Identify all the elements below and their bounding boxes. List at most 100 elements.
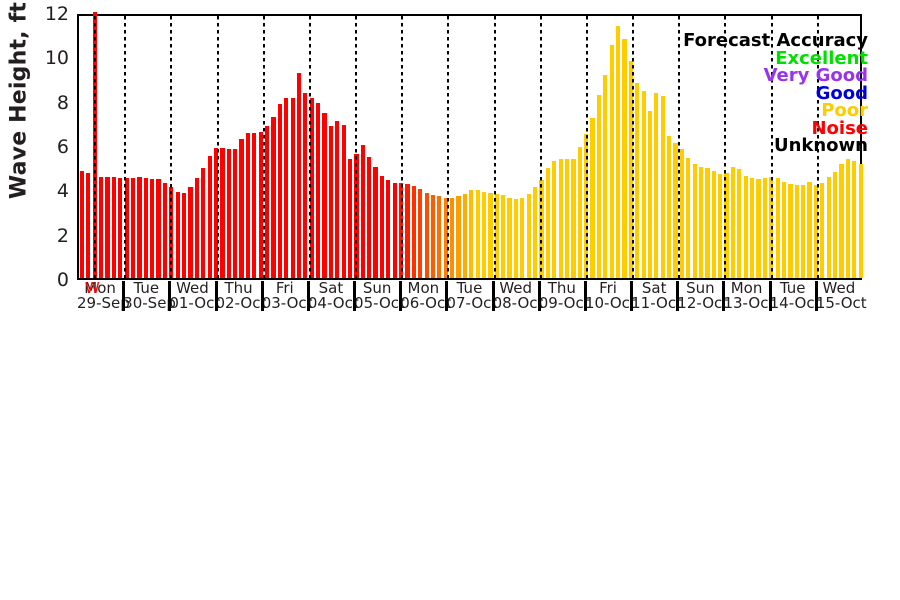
- day-divider: [493, 16, 496, 278]
- bar: [660, 96, 665, 278]
- bar: [398, 182, 404, 278]
- legend: Forecast Accuracy Excellent Very Good Go…: [683, 32, 868, 155]
- x-axis-date: 30-Sep: [123, 294, 176, 312]
- x-axis-day-10-Oct: Fri 10-Oct: [585, 281, 636, 311]
- x-axis-date: 12-Oct: [677, 294, 729, 312]
- x-axis-dayofweek: Mon: [730, 279, 763, 297]
- bar: [615, 26, 621, 278]
- bar: [494, 193, 499, 278]
- bar: [711, 170, 716, 278]
- bar: [545, 168, 550, 278]
- legend-item-poor: Poor: [821, 100, 868, 121]
- bar: [316, 102, 321, 278]
- y-tick-label-0: 0: [56, 269, 69, 291]
- bar: [571, 159, 576, 278]
- day-divider: [355, 16, 358, 278]
- day-divider: [447, 16, 450, 278]
- y-tick-label-6: 6: [56, 136, 69, 158]
- x-axis-date: 01-Oct: [169, 294, 221, 312]
- x-axis-day-12-Oct: Sun 12-Oct: [677, 279, 729, 312]
- bar: [233, 149, 238, 278]
- bar: [105, 177, 110, 278]
- bar: [430, 194, 436, 278]
- bar: [686, 158, 691, 278]
- x-axis-dayofweek: Sat: [641, 279, 667, 297]
- bar: [284, 98, 289, 278]
- bar: [264, 126, 270, 278]
- x-axis-dayofweek: Tue: [779, 279, 806, 297]
- bar: [801, 184, 806, 278]
- day-divider: [170, 16, 173, 278]
- x-axis-dayofweek: Tue: [456, 279, 483, 297]
- bar: [813, 184, 819, 278]
- bar: [156, 179, 161, 278]
- bar: [577, 147, 582, 278]
- x-axis-day-separator: [722, 281, 726, 311]
- x-axis-day-separator: [122, 281, 126, 311]
- bar: [341, 125, 346, 278]
- x-axis-day-07-Oct: Tue 07-Oct: [446, 279, 497, 311]
- bar: [628, 60, 633, 278]
- y-tick-label-2: 2: [56, 224, 69, 247]
- bar: [462, 193, 468, 278]
- bar: [590, 118, 595, 278]
- legend-item-good: Good: [815, 82, 868, 104]
- bar: [743, 176, 748, 278]
- x-axis-day-separator: [306, 281, 310, 311]
- bar: [456, 195, 461, 278]
- bar: [213, 148, 219, 278]
- bar: [679, 149, 684, 278]
- bar: [252, 132, 257, 278]
- bar: [239, 139, 244, 278]
- x-axis-dayofweek: Mon: [407, 279, 440, 297]
- bar: [150, 179, 155, 278]
- y-tick-label-4: 4: [56, 180, 69, 203]
- bar: [137, 177, 142, 278]
- x-axis-date: 11-Oct: [631, 294, 682, 312]
- day-divider: [308, 16, 311, 278]
- bar: [641, 90, 646, 278]
- bar: [730, 167, 736, 278]
- x-axis-dayofweek: Fri: [275, 279, 294, 297]
- legend-item-unknown: Unknown: [773, 135, 868, 156]
- bar: [118, 178, 123, 278]
- bar: [673, 142, 678, 278]
- x-axis-day-separator: [630, 281, 634, 311]
- bar: [852, 160, 857, 278]
- bar: [303, 92, 308, 278]
- bar: [788, 183, 793, 278]
- x-axis-day-separator: [814, 281, 818, 311]
- x-axis-dayofweek: Sun: [686, 279, 715, 297]
- x-axis-dayofweek: Wed: [822, 279, 856, 297]
- x-axis-day-separator: [583, 281, 587, 311]
- x-axis-day-15-Oct: Wed 15-Oct: [816, 279, 867, 311]
- bar: [558, 159, 563, 278]
- bar: [188, 187, 193, 278]
- bar-series: [79, 12, 863, 278]
- x-axis-date: 04-Oct: [307, 294, 359, 312]
- x-axis-day-30-Sep: Tue 30-Sep: [123, 279, 176, 312]
- bar: [469, 190, 474, 278]
- bar: [692, 163, 697, 278]
- bar: [347, 159, 353, 278]
- x-axis-day-06-Oct: Mon 06-Oct: [400, 279, 451, 311]
- x-axis-day-05-Oct: Sun 05-Oct: [354, 281, 405, 311]
- day-divider: [216, 16, 219, 278]
- x-axis-dayofweek: Tue: [133, 279, 160, 297]
- bar: [175, 191, 180, 278]
- bar: [367, 157, 372, 278]
- bar: [603, 75, 608, 278]
- bar: [718, 173, 723, 278]
- bar: [647, 110, 653, 278]
- bar: [386, 180, 391, 278]
- bar: [360, 145, 365, 278]
- x-axis-day-13-Oct: Mon 13-Oct: [723, 279, 774, 311]
- bar: [775, 178, 780, 278]
- day-divider: [539, 16, 542, 278]
- day-divider: [632, 16, 635, 278]
- legend-item-very-good: Very Good: [763, 65, 868, 86]
- bar: [832, 171, 838, 278]
- bar: [737, 169, 742, 278]
- bar: [807, 181, 812, 278]
